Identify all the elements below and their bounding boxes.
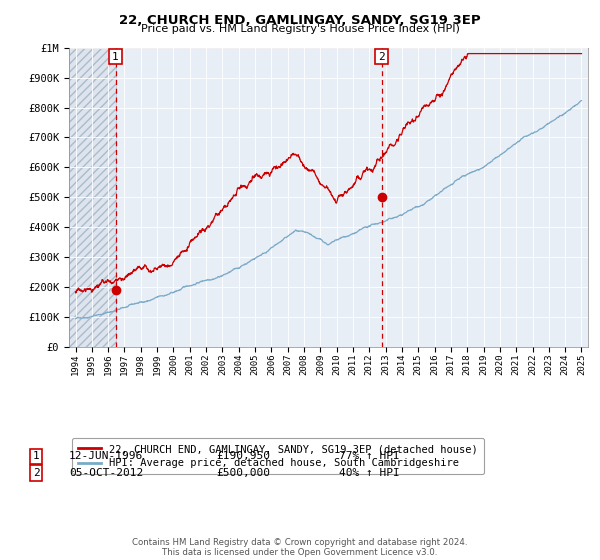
Text: 05-OCT-2012: 05-OCT-2012 [69, 468, 143, 478]
Text: £500,000: £500,000 [216, 468, 270, 478]
Text: 12-JUN-1996: 12-JUN-1996 [69, 451, 143, 461]
Text: 2: 2 [378, 52, 385, 62]
Text: 2: 2 [32, 468, 40, 478]
Text: 22, CHURCH END, GAMLINGAY, SANDY, SG19 3EP: 22, CHURCH END, GAMLINGAY, SANDY, SG19 3… [119, 14, 481, 27]
Legend: 22, CHURCH END, GAMLINGAY, SANDY, SG19 3EP (detached house), HPI: Average price,: 22, CHURCH END, GAMLINGAY, SANDY, SG19 3… [71, 438, 484, 474]
Text: 1: 1 [32, 451, 40, 461]
Bar [69, 48, 116, 347]
Text: 77% ↑ HPI: 77% ↑ HPI [339, 451, 400, 461]
Text: £190,950: £190,950 [216, 451, 270, 461]
Text: 1: 1 [112, 52, 119, 62]
Text: Price paid vs. HM Land Registry's House Price Index (HPI): Price paid vs. HM Land Registry's House … [140, 24, 460, 34]
Text: 40% ↑ HPI: 40% ↑ HPI [339, 468, 400, 478]
Text: Contains HM Land Registry data © Crown copyright and database right 2024.
This d: Contains HM Land Registry data © Crown c… [132, 538, 468, 557]
